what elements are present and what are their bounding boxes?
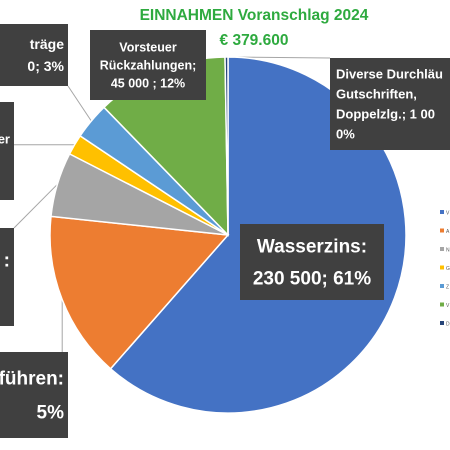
legend-swatch-1 bbox=[440, 228, 444, 233]
legend-label-6: D bbox=[446, 322, 450, 328]
data-label-6-line-3: 0% bbox=[336, 127, 355, 142]
pie-slice-6 bbox=[224, 56, 229, 236]
data-label-1-line-0: führen: bbox=[0, 369, 64, 390]
legend-label-4: Z bbox=[446, 285, 449, 291]
data-label-5-line-1: Rückzahlungen; bbox=[100, 58, 197, 72]
leader-line-2 bbox=[13, 183, 58, 229]
pie-slice-1 bbox=[49, 215, 230, 370]
data-labels: Wasserzins: 230 500; 61% führen: 5%: er träge… bbox=[0, 24, 450, 438]
data-label-box-4 bbox=[0, 24, 68, 86]
data-label-1-line-1: 5% bbox=[37, 403, 65, 424]
legend-label-0: V bbox=[446, 211, 450, 217]
data-label-box-5 bbox=[90, 30, 206, 100]
data-label-6-line-1: Gutschriften, bbox=[336, 87, 417, 102]
legend-label-2: N bbox=[446, 248, 450, 254]
legend-swatch-2 bbox=[440, 247, 444, 251]
data-label-3-line-0: er bbox=[0, 132, 10, 147]
data-label-0-line-0: Wasserzins: bbox=[257, 237, 367, 258]
data-label-box-1 bbox=[0, 352, 68, 438]
legend-label-1: A bbox=[446, 229, 450, 235]
data-label-5-line-2: 45 000 ; 12% bbox=[111, 76, 185, 90]
data-label-6-line-2: Doppelzlg.; 1 00 bbox=[336, 107, 435, 122]
data-label-5-line-0: Vorsteuer bbox=[119, 40, 177, 54]
legend: V A N G Z V D bbox=[440, 210, 450, 328]
chart-subtitle: € 379.600 bbox=[220, 32, 289, 49]
data-label-box-0 bbox=[240, 224, 384, 300]
data-label-box-3 bbox=[0, 102, 14, 200]
leader-line-4 bbox=[67, 85, 92, 122]
data-label-6-line-0: Diverse Durchläu bbox=[336, 67, 443, 82]
data-label-4-line-1: 0; 3% bbox=[27, 58, 64, 74]
legend-swatch-4 bbox=[440, 284, 444, 288]
legend-swatch-3 bbox=[440, 265, 444, 270]
data-label-box-2 bbox=[0, 228, 14, 326]
chart-title: EINNAHMEN Voranschlag 2024 bbox=[140, 7, 369, 24]
legend-label-5: V bbox=[446, 303, 450, 309]
legend-swatch-0 bbox=[440, 210, 444, 214]
legend-swatch-5 bbox=[440, 302, 444, 307]
legend-label-3: G bbox=[446, 266, 450, 272]
data-label-0-line-1: 230 500; 61% bbox=[253, 269, 371, 290]
data-label-2-line-0: : bbox=[4, 251, 10, 272]
legend-swatch-6 bbox=[440, 321, 444, 325]
data-label-box-6 bbox=[330, 58, 450, 150]
data-label-4-line-0: träge bbox=[30, 36, 64, 52]
